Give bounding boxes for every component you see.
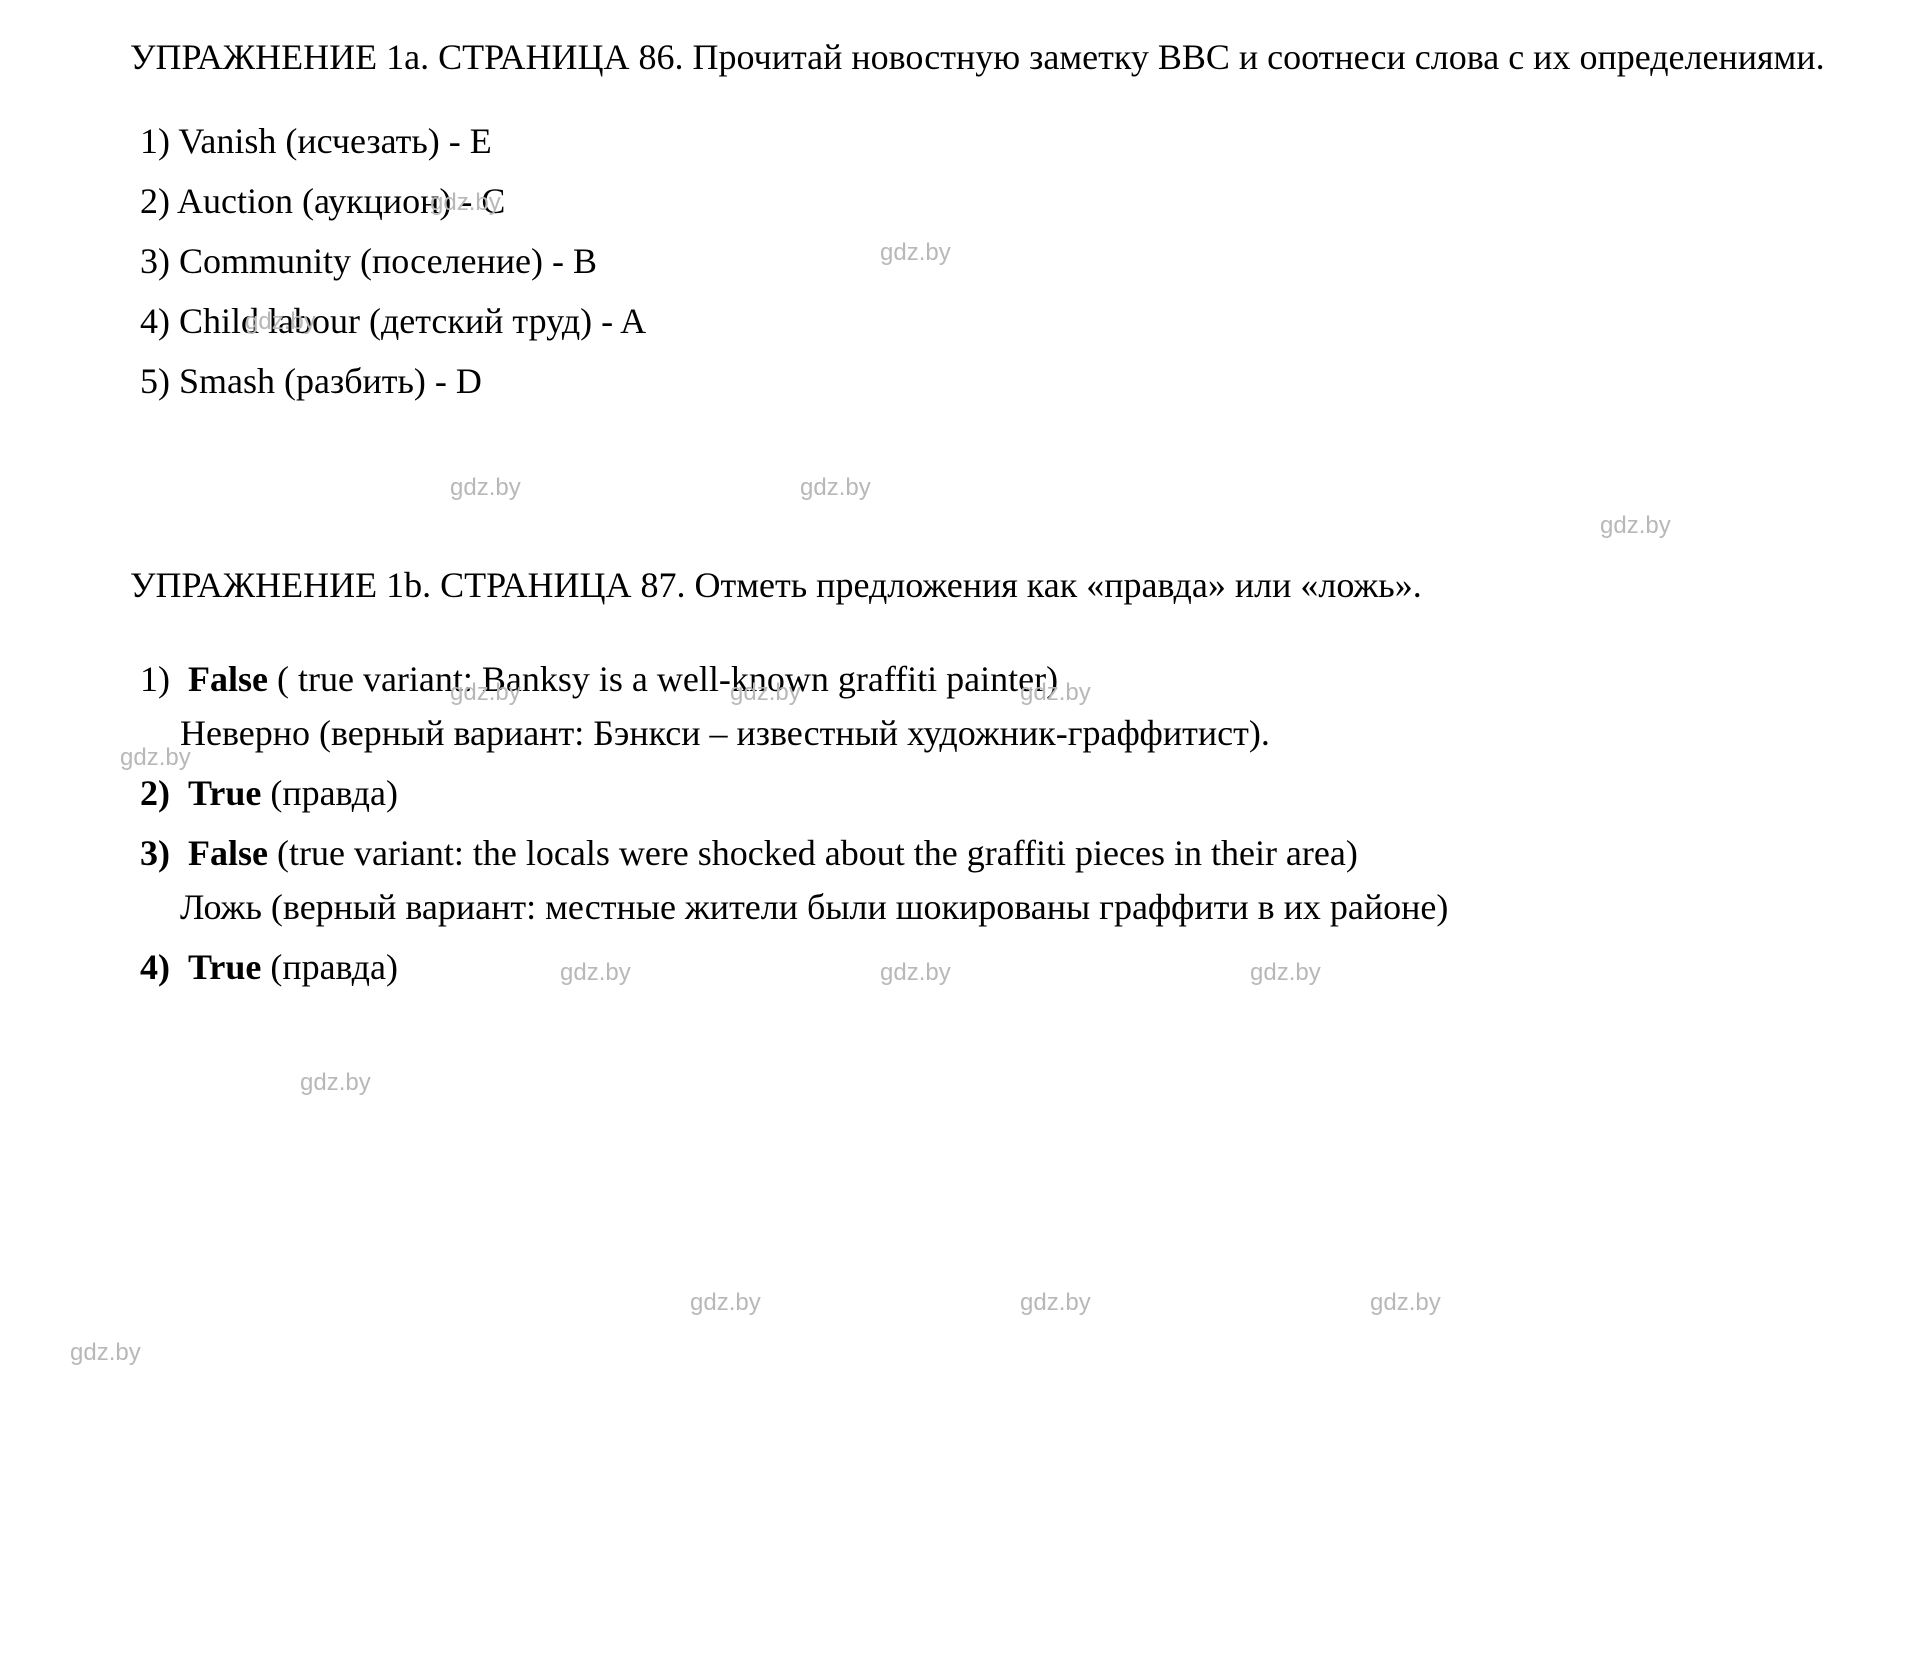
watermark: gdz.by (1370, 1285, 1441, 1321)
watermark: gdz.by (690, 1285, 761, 1321)
item-bold-label: True (188, 773, 261, 813)
watermark: gdz.by (1600, 508, 1671, 544)
watermark: gdz.by (300, 1065, 371, 1101)
exercise-1b-header: УПРАЖНЕНИЕ 1b. СТРАНИЦА 87. Отметь предл… (60, 558, 1851, 612)
list-item: 3) Community (поселение) - В (140, 234, 1851, 288)
list-item: 4) Child labour (детский труд) - A (140, 294, 1851, 348)
list-item: 1) Vanish (исчезать) - E (140, 114, 1851, 168)
list-item: 3) False (true variant: the locals were … (140, 826, 1851, 934)
item-number: 4) (140, 947, 170, 987)
item-bold-label: False (188, 659, 268, 699)
watermark: gdz.by (70, 1335, 141, 1371)
watermark: gdz.by (800, 470, 871, 506)
item-number: 1) (140, 659, 170, 699)
exercise-1a-header: УПРАЖНЕНИЕ 1a. СТРАНИЦА 86. Прочитай нов… (60, 30, 1851, 84)
item-text: (true variant: the locals were shocked a… (268, 833, 1358, 873)
item-bold-label: True (188, 947, 261, 987)
watermark: gdz.by (1020, 1285, 1091, 1321)
item-text: ( true variant: Banksy is a well-known g… (268, 659, 1058, 699)
list-item: 2) Auction (аукцион) - С (140, 174, 1851, 228)
item-text: (правда) (261, 947, 398, 987)
item-text: (правда) (261, 773, 398, 813)
exercise-1b-list: 1) False ( true variant: Banksy is a wel… (60, 652, 1851, 994)
item-number: 3) (140, 833, 170, 873)
item-continuation: Неверно (верный вариант: Бэнкси – извест… (140, 706, 1851, 760)
item-continuation: Ложь (верный вариант: местные жители был… (140, 880, 1851, 934)
item-number: 2) (140, 773, 170, 813)
exercise-1a-list: 1) Vanish (исчезать) - E 2) Auction (аук… (60, 114, 1851, 408)
list-item: 1) False ( true variant: Banksy is a wel… (140, 652, 1851, 760)
list-item: 5) Smash (разбить) - D (140, 354, 1851, 408)
item-bold-label: False (188, 833, 268, 873)
list-item: 4) True (правда) (140, 940, 1851, 994)
watermark: gdz.by (450, 470, 521, 506)
list-item: 2) True (правда) (140, 766, 1851, 820)
